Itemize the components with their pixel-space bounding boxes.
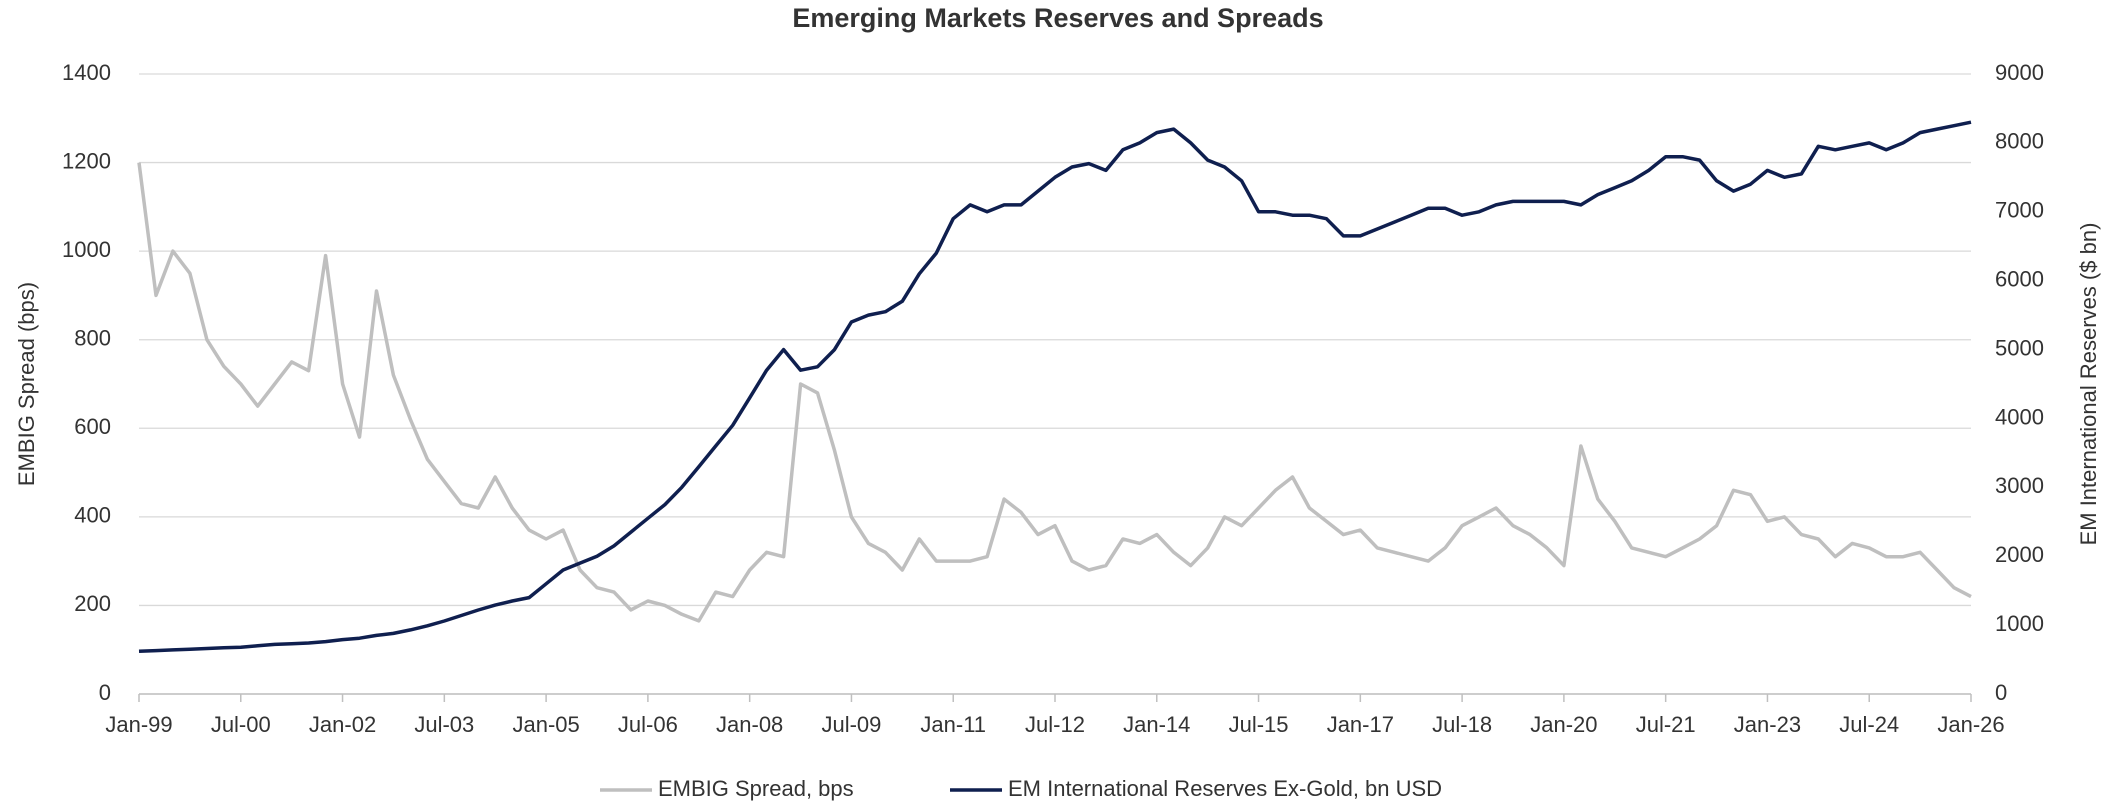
x-tick-label: Jul-18 [1432,712,1492,737]
y2-tick-label: 0 [1995,680,2007,705]
y2-tick-label: 9000 [1995,60,2044,85]
x-tick-label: Jul-09 [821,712,881,737]
legend-label: EM International Reserves Ex-Gold, bn US… [1008,776,1442,801]
x-tick-label: Jul-06 [618,712,678,737]
x-tick-label: Jan-08 [716,712,783,737]
x-tick-label: Jan-26 [1937,712,2004,737]
y-tick-label: 200 [74,591,111,616]
y-tick-label: 400 [74,503,111,528]
y2-tick-label: 1000 [1995,611,2044,636]
y2-tick-label: 8000 [1995,129,2044,154]
y-tick-label: 1200 [62,148,111,173]
x-tick-label: Jan-99 [105,712,172,737]
x-tick-label: Jan-20 [1530,712,1597,737]
y-tick-label: 0 [99,680,111,705]
y2-tick-label: 2000 [1995,542,2044,567]
x-tick-label: Jan-11 [920,712,986,737]
x-tick-label: Jul-03 [414,712,474,737]
y-tick-label: 1400 [62,60,111,85]
y-axis-title: EMBIG Spread (bps) [14,282,39,486]
x-tick-label: Jul-24 [1839,712,1899,737]
y-tick-label: 800 [74,326,111,351]
y2-tick-label: 7000 [1995,198,2044,223]
y-tick-label: 1000 [62,237,111,262]
x-tick-label: Jan-02 [309,712,376,737]
series-line [138,120,1972,654]
y2-tick-label: 6000 [1995,266,2044,291]
y-tick-label: 600 [74,414,111,439]
series-line [137,162,1972,623]
x-tick-label: Jul-21 [1636,712,1696,737]
x-tick-label: Jan-05 [512,712,579,737]
y2-tick-label: 5000 [1995,335,2044,360]
x-tick-label: Jan-14 [1123,712,1190,737]
x-tick-label: Jan-17 [1327,712,1394,737]
x-tick-label: Jul-00 [211,712,271,737]
y2-tick-label: 3000 [1995,473,2044,498]
legend-label: EMBIG Spread, bps [658,776,854,801]
y2-axis-title: EM International Reserves ($ bn) [2076,223,2101,546]
x-tick-label: Jul-15 [1229,712,1289,737]
x-tick-label: Jul-12 [1025,712,1085,737]
y2-tick-label: 4000 [1995,404,2044,429]
chart-title: Emerging Markets Reserves and Spreads [792,3,1323,33]
x-tick-label: Jan-23 [1734,712,1801,737]
